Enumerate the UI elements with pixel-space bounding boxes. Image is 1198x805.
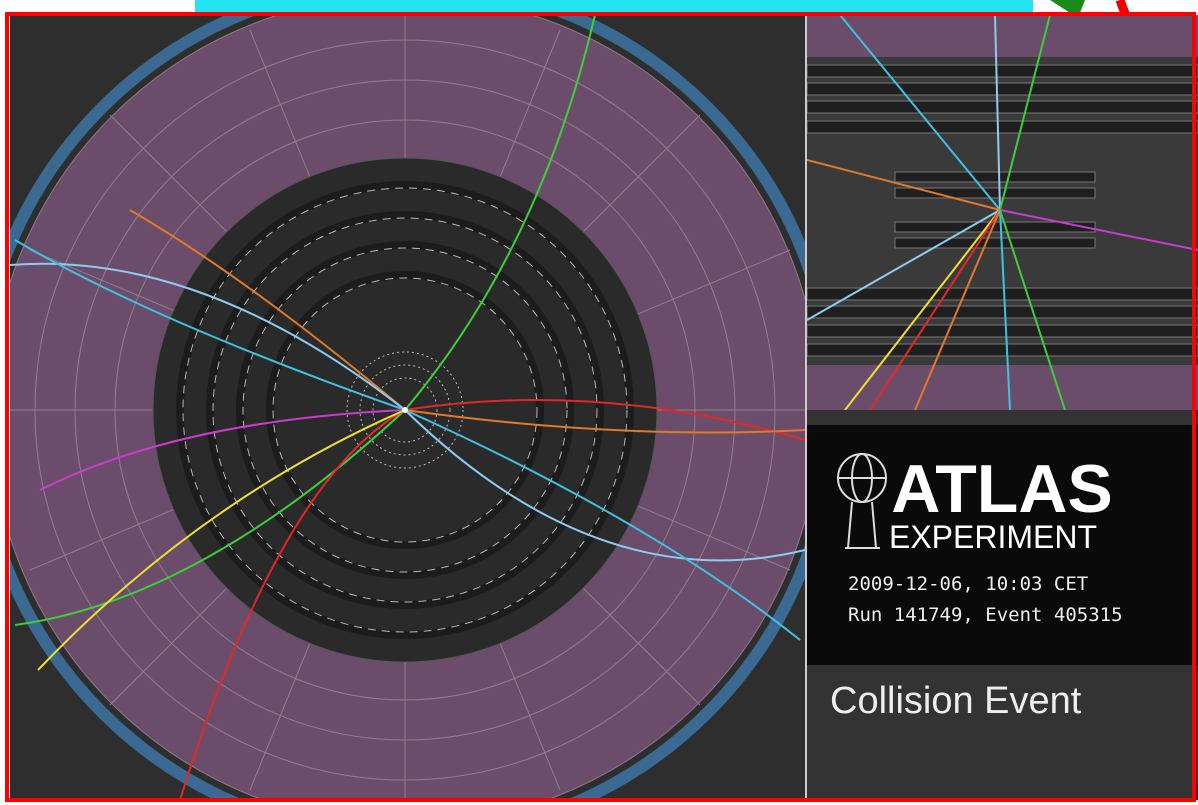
logo-subtitle: EXPERIMENT <box>889 519 1097 555</box>
side-view <box>807 15 1198 410</box>
banner <box>195 0 1033 14</box>
event-run: Run 141749, Event 405315 <box>848 604 1123 626</box>
logo-icon <box>837 453 887 549</box>
caption: Collision Event <box>830 680 1082 722</box>
event-timestamp: 2009-12-06, 10:03 CET <box>848 573 1088 595</box>
end-view <box>10 15 805 800</box>
logo-title: ATLAS <box>891 451 1113 527</box>
logo-panel <box>807 425 1198 665</box>
highlight-border <box>5 12 1196 802</box>
